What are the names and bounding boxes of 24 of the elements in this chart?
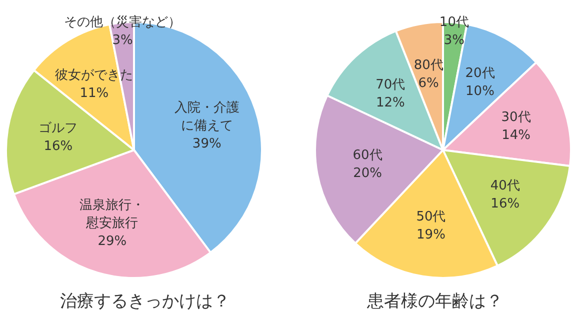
data-label: 14% xyxy=(502,128,530,143)
slice-label: 20代 xyxy=(465,66,495,82)
slice-label: 40代 xyxy=(490,178,520,194)
data-label: 11% xyxy=(80,86,109,101)
slice-label: 温泉旅行・慰安旅行 xyxy=(80,198,145,232)
slice-label: 70代 xyxy=(376,78,406,93)
data-label: 20% xyxy=(353,166,382,181)
data-label: 39% xyxy=(192,136,222,152)
slice-label: 60代 xyxy=(352,148,382,163)
slice-label: ゴルフ xyxy=(38,121,78,136)
data-label: 29% xyxy=(98,234,127,250)
data-label: 16% xyxy=(44,139,73,154)
slice-label: 彼女ができた xyxy=(55,68,134,83)
text: 患者様の年齢は？ xyxy=(366,292,503,312)
text: 治療するきっかけは？ xyxy=(60,292,230,312)
data-label: 19% xyxy=(416,227,446,242)
data-label: 16% xyxy=(490,196,520,212)
data-label: 12% xyxy=(376,96,405,111)
slice-label: 50代 xyxy=(416,209,446,224)
data-label: 10% xyxy=(466,84,494,100)
slice-label: 入院・介護に備えて xyxy=(174,100,240,134)
slice-label: 30代 xyxy=(501,110,531,125)
data-label: 3% xyxy=(112,33,133,48)
data-label: 6% xyxy=(418,76,439,92)
